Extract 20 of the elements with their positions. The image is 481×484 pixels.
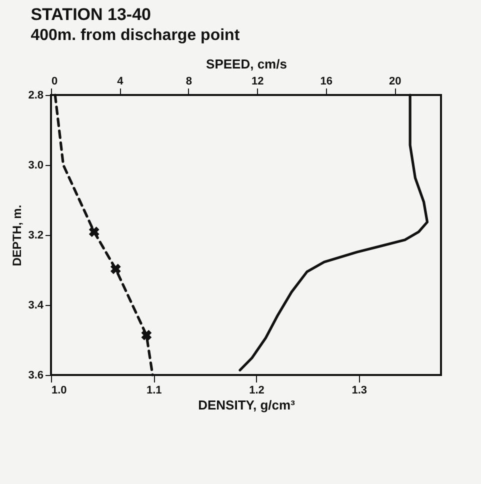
- y-tick-label: 3.0: [28, 160, 44, 172]
- chart-subtitle: 400m. from discharge point: [30, 27, 240, 44]
- x-tick-label: 1.3: [352, 384, 368, 396]
- x2-axis-title: SPEED, cm/s: [206, 56, 287, 72]
- x2-tick-label: 0: [52, 76, 58, 88]
- y-tick-label: 3.2: [28, 230, 44, 242]
- y-tick-label: 3.6: [28, 370, 44, 382]
- x2-tick-label: 8: [186, 76, 192, 88]
- chart-title: STATION 13-40: [30, 5, 152, 24]
- x-axis-title: DENSITY, g/cm³: [198, 398, 296, 412]
- x-tick-label: 1.1: [146, 384, 162, 396]
- y-axis-title: DEPTH, m.: [10, 204, 24, 266]
- x-tick-label: 1.2: [249, 384, 264, 396]
- x2-tick-label: 12: [252, 76, 264, 88]
- x2-tick-label: 16: [320, 76, 333, 88]
- x-tick-label: 1.0: [52, 384, 67, 396]
- x2-tick-label: 4: [117, 76, 124, 88]
- x2-tick-label: 20: [388, 76, 402, 88]
- y-tick-label: 3.4: [28, 300, 44, 312]
- y-tick-label: 2.8: [28, 90, 44, 102]
